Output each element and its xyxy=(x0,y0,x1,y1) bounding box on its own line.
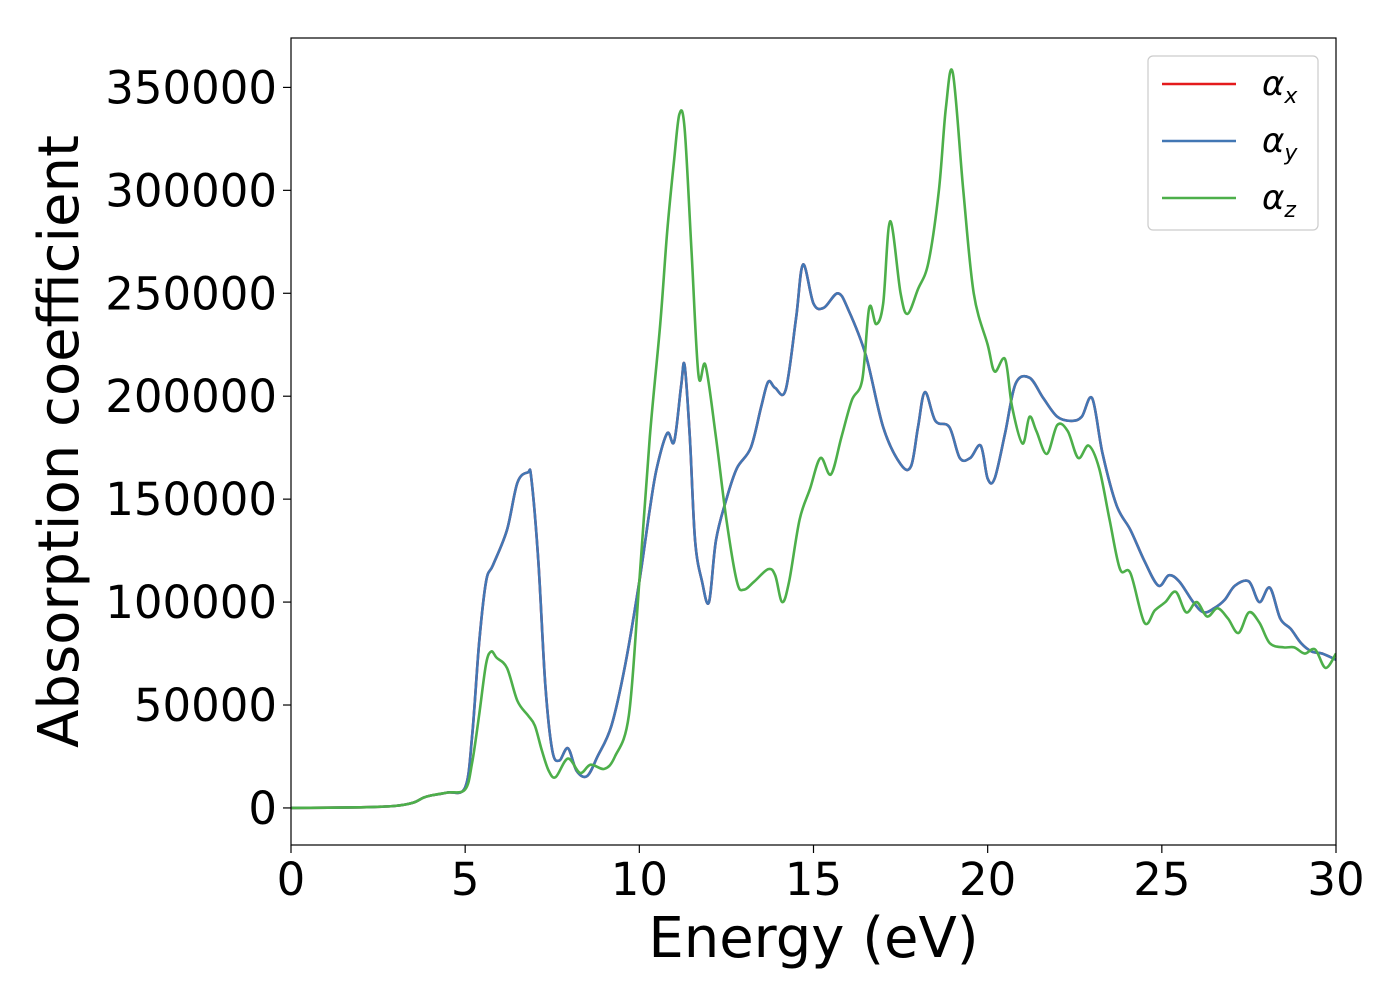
y-axis-title: Absorption coefficient xyxy=(27,135,92,748)
y-tick-label: 50000 xyxy=(134,679,277,732)
legend-box xyxy=(1147,55,1319,231)
x-axis-title: Energy (eV) xyxy=(648,906,978,971)
x-tick-label: 30 xyxy=(1307,853,1364,906)
series-layer xyxy=(291,68,1336,810)
series-line-y xyxy=(291,263,1336,810)
y-tick-label: 300000 xyxy=(105,164,277,217)
series-line-z xyxy=(291,68,1336,810)
legend-label-x: αx xyxy=(1262,64,1298,109)
legend-label-subscript: x xyxy=(1283,84,1298,109)
y-tick-label: 100000 xyxy=(105,576,277,629)
y-tick-label: 350000 xyxy=(105,61,277,114)
legend-label-base: α xyxy=(1262,178,1284,218)
x-tick-label: 20 xyxy=(959,853,1016,906)
x-tick-label: 10 xyxy=(611,853,668,906)
series-line-x xyxy=(291,263,1336,810)
legend-label-subscript: z xyxy=(1283,198,1296,223)
x-tick-label: 25 xyxy=(1133,853,1190,906)
legend-label-base: α xyxy=(1262,121,1284,161)
legend-label-y: αy xyxy=(1262,121,1298,166)
y-tick-label: 150000 xyxy=(105,473,277,526)
y-axis-ticks: 0 50000 100000 150000 200000 250000 300000 3500… xyxy=(105,61,291,835)
x-tick-label: 0 xyxy=(277,853,306,906)
y-tick-label: 250000 xyxy=(105,267,277,320)
x-tick-label: 5 xyxy=(451,853,480,906)
legend-label-base: α xyxy=(1262,64,1284,104)
legend-label-z: αz xyxy=(1262,178,1296,223)
x-axis-ticks: 0 5 10 15 20 25 30 xyxy=(277,845,1365,906)
y-tick-label: 200000 xyxy=(105,370,277,423)
y-tick-label: 0 xyxy=(248,782,277,835)
legend-label-subscript: y xyxy=(1283,141,1298,166)
x-tick-label: 15 xyxy=(785,853,842,906)
